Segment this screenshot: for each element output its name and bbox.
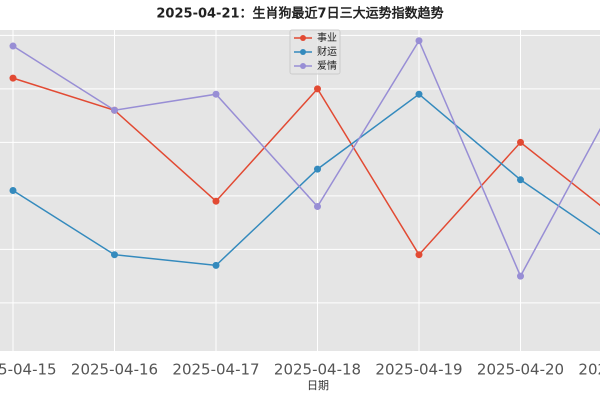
legend-marker	[300, 63, 306, 69]
x-tick-label: 2025-04-16	[71, 361, 158, 379]
data-point	[517, 138, 524, 146]
legend-box	[289, 29, 341, 75]
legend-marker	[300, 35, 306, 41]
x-axis-label: 日期	[307, 379, 329, 392]
data-point	[415, 251, 423, 259]
data-point	[517, 272, 524, 280]
x-tick-label: 2025-04-21	[578, 361, 600, 379]
x-tick-label: 2025-04-17	[172, 361, 259, 379]
data-point	[111, 106, 118, 114]
data-point	[9, 74, 17, 82]
legend-label: 爱情	[317, 59, 337, 72]
data-point	[415, 90, 423, 98]
data-point	[314, 203, 321, 211]
data-point	[212, 261, 220, 269]
legend-label: 财运	[317, 45, 337, 58]
data-point	[415, 37, 423, 45]
data-point	[111, 251, 118, 259]
data-point	[517, 176, 524, 184]
data-point	[314, 85, 321, 93]
x-tick-label: 2025-04-18	[274, 361, 361, 379]
x-tick-label: 2025-04-15	[0, 361, 57, 379]
legend-label: 事业	[317, 31, 337, 44]
legend-marker	[300, 49, 306, 55]
plot-area	[0, 30, 600, 351]
x-tick-label: 2025-04-20	[477, 361, 564, 379]
data-point	[314, 165, 321, 173]
data-point	[9, 187, 17, 194]
data-point	[9, 42, 17, 50]
data-point	[212, 90, 220, 98]
chart-title: 2025-04-21：生肖狗最近7日三大运势指数趋势	[156, 6, 443, 22]
x-tick-label: 2025-04-19	[375, 361, 462, 379]
data-point	[212, 197, 220, 205]
